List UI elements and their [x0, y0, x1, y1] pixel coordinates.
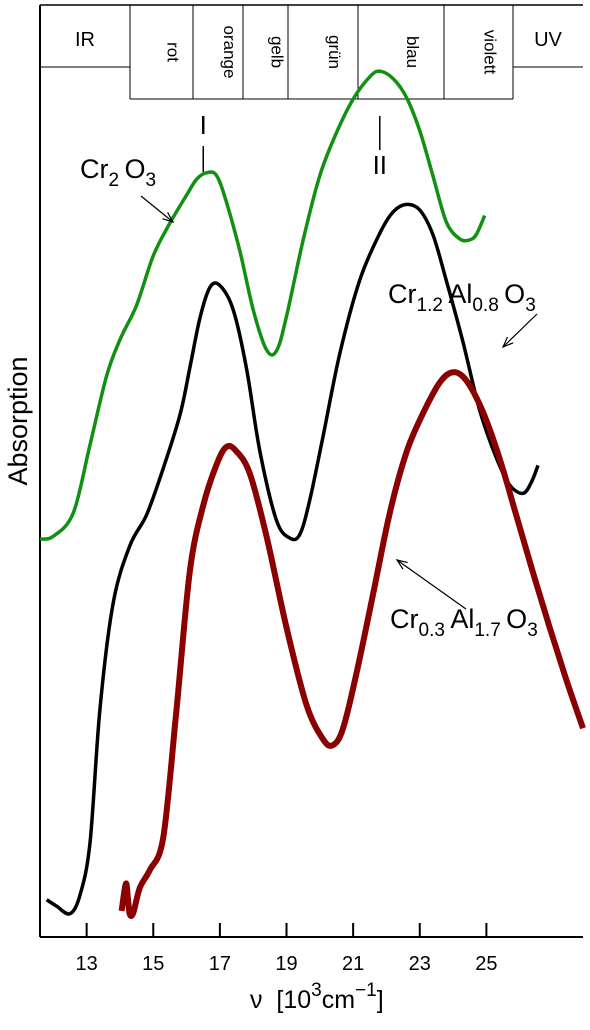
x-tick-label: 23 — [409, 953, 431, 975]
series-line-3 — [118, 369, 586, 920]
peak-marker-label: II — [373, 150, 387, 180]
x-label-exponent: 3 — [311, 980, 322, 1001]
series-label-pointer — [502, 313, 538, 348]
axis-labels: Absorption ν [103cm−1] — [3, 356, 384, 1014]
series-labels: Cr2 O3 Cr1.2 Al0.8 O3 Cr0.3 Al1.7 O3 — [80, 154, 543, 641]
formula-element: Cr — [80, 154, 109, 184]
peak-markers: III — [200, 110, 387, 180]
band-label-orange: orange — [220, 26, 239, 79]
series-label-arrowhead — [162, 212, 175, 224]
band-label-ir: IR — [75, 29, 95, 51]
spectrum-band-table: IR rot orange gelb grün blau violett UV — [40, 4, 583, 100]
x-tick-label: 17 — [209, 953, 231, 975]
band-label-blau: blau — [403, 36, 422, 68]
series-line-1 — [39, 69, 487, 541]
formula-element: Cr — [388, 279, 417, 309]
series-label-arrowhead — [395, 559, 408, 570]
formula-subscript: 3 — [146, 170, 157, 191]
series-label-arrowhead — [501, 336, 514, 349]
x-tick-label: 13 — [76, 953, 98, 975]
series-line-2 — [45, 202, 540, 916]
formula-element: O — [124, 154, 145, 184]
band-label-rot: rot — [164, 42, 183, 62]
x-label-unit-base: cm — [322, 986, 355, 1014]
formula-subscript: 0.3 — [419, 620, 445, 641]
x-tick-label: 25 — [475, 953, 497, 975]
formula-element: Al — [448, 279, 472, 309]
plot-frame — [39, 5, 583, 938]
x-label-exponent: −1 — [355, 980, 377, 1001]
formula-element: Al — [450, 604, 474, 634]
formula-subscript: 1.7 — [474, 620, 500, 641]
x-axis-ticks: 13 15 17 19 21 23 25 — [76, 923, 498, 975]
band-label-uv: UV — [534, 29, 562, 51]
series-lines — [39, 69, 586, 920]
formula-subscript: 3 — [525, 295, 536, 316]
series-label-pointer — [140, 195, 174, 223]
formula-element: O — [506, 604, 527, 634]
formula-subscript: 0.8 — [472, 295, 498, 316]
x-tick-label: 15 — [142, 953, 164, 975]
x-label-bracket: ] — [377, 986, 384, 1014]
formula-subscript: 3 — [527, 620, 538, 641]
formula-subscript: 1.2 — [417, 295, 443, 316]
x-tick-label: 19 — [275, 953, 297, 975]
series-label-pointer — [396, 559, 467, 610]
band-label-grün: grün — [325, 35, 344, 69]
formula-element: O — [504, 279, 525, 309]
band-label-violett: violett — [481, 30, 500, 75]
x-label-symbol: ν — [250, 986, 263, 1014]
x-tick-label: 21 — [342, 953, 364, 975]
series-label-3: Cr0.3 Al1.7 O3 — [390, 604, 543, 641]
series-label-2: Cr1.2 Al0.8 O3 — [388, 279, 541, 316]
formula-element: Cr — [390, 604, 419, 634]
series-label-1: Cr2 O3 — [80, 154, 161, 191]
x-label-unit: [10 — [263, 986, 312, 1014]
band-label-gelb: gelb — [268, 36, 287, 68]
y-axis-label: Absorption — [3, 356, 33, 485]
peak-marker-label: I — [200, 110, 207, 140]
x-axis-label: ν [103cm−1] — [250, 980, 384, 1014]
formula-subscript: 2 — [109, 170, 120, 191]
